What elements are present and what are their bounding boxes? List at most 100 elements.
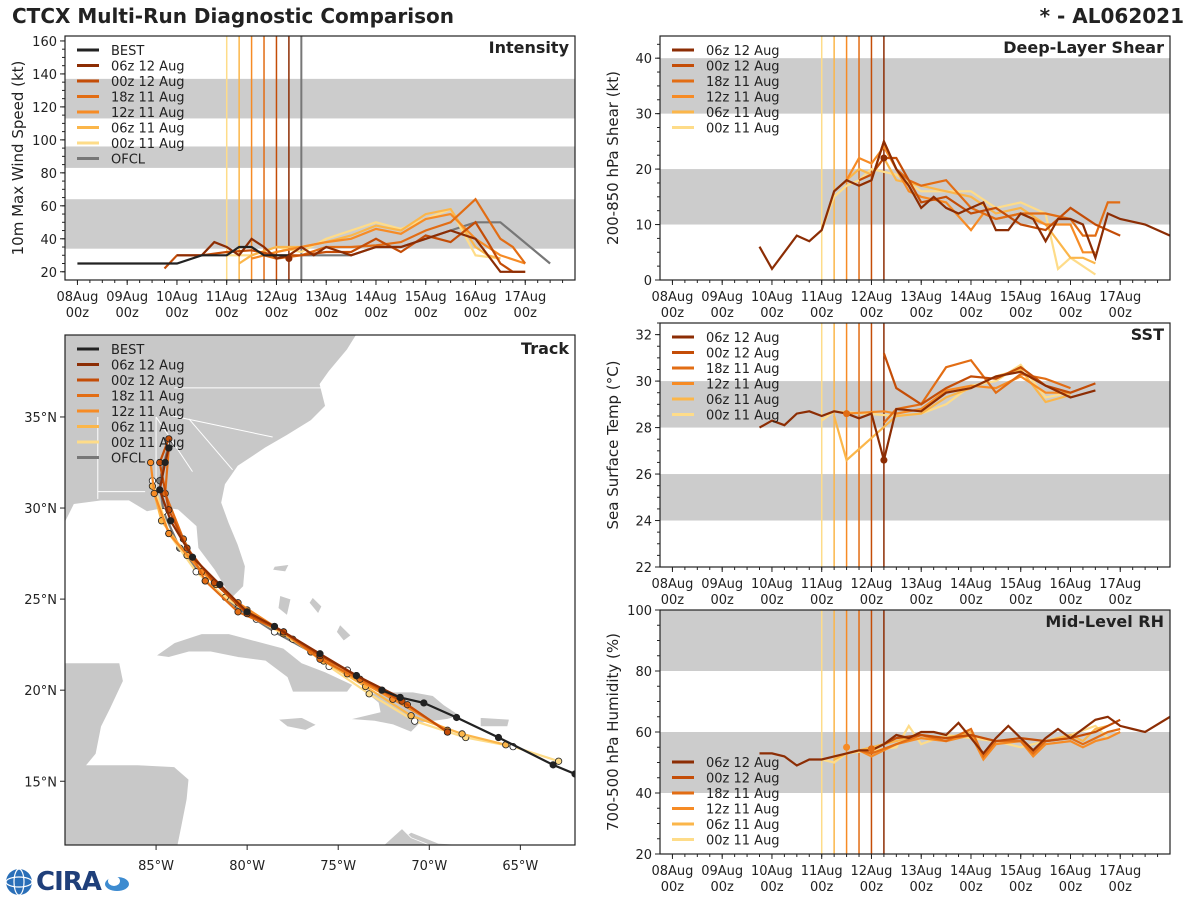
track-point bbox=[555, 757, 563, 765]
sst-legend-label: 18z 11 Aug bbox=[706, 362, 780, 377]
rh-init-marker bbox=[867, 745, 875, 753]
track-legend-label: 06z 11 Aug bbox=[111, 421, 185, 436]
track-frame bbox=[64, 334, 576, 846]
intensity-xtick-label: 15Aug bbox=[405, 290, 447, 305]
intensity-xtick-label: 11Aug bbox=[206, 290, 248, 305]
intensity-xtick-label: 00z bbox=[364, 306, 388, 321]
rh-title: Mid-Level RH bbox=[1045, 612, 1164, 631]
shear-legend-label: 06z 11 Aug bbox=[706, 106, 780, 121]
rh-xtick-label: 00z bbox=[760, 880, 784, 895]
sst-xtick-label: 14Aug bbox=[950, 577, 992, 592]
land-lesser-antilles bbox=[588, 811, 594, 817]
sst-series-18z-11-aug bbox=[883, 358, 1071, 424]
rh-xtick-label: 00z bbox=[860, 880, 884, 895]
sst-legend-label: 06z 11 Aug bbox=[706, 393, 780, 408]
intensity-series-00z-12-aug bbox=[163, 220, 526, 273]
land-bahamas bbox=[271, 564, 290, 573]
track-ytick-label: 35°N bbox=[24, 411, 57, 426]
sst-legend-label: 12z 11 Aug bbox=[706, 378, 780, 393]
track-point bbox=[365, 690, 373, 698]
intensity-xtick-label: 17Aug bbox=[504, 290, 546, 305]
rh-legend-label: 06z 11 Aug bbox=[706, 818, 780, 833]
intensity-xtick-label: 08Aug bbox=[56, 290, 98, 305]
rh-legend-label: 00z 11 Aug bbox=[706, 834, 780, 849]
land-lesser-antilles bbox=[590, 786, 596, 792]
sst-xtick-label: 11Aug bbox=[801, 577, 843, 592]
shear-xtick-label: 14Aug bbox=[950, 290, 992, 305]
track-legend-label: 12z 11 Aug bbox=[111, 405, 185, 420]
intensity-legend-label: 12z 11 Aug bbox=[111, 106, 185, 121]
intensity-xtick-label: 00z bbox=[464, 306, 488, 321]
track-point bbox=[458, 730, 466, 738]
intensity-xtick-label: 09Aug bbox=[106, 290, 148, 305]
track-point bbox=[216, 580, 224, 589]
track-point bbox=[243, 608, 251, 616]
shear-xtick-label: 00z bbox=[760, 306, 784, 321]
sst-xtick-label: 12Aug bbox=[850, 577, 892, 592]
track-point bbox=[165, 435, 173, 443]
track-point bbox=[378, 686, 386, 694]
shear-legend-label: 06z 12 Aug bbox=[706, 44, 780, 59]
track-legend-label: 06z 12 Aug bbox=[111, 359, 185, 374]
intensity-series-best bbox=[77, 245, 289, 265]
shear-xtick-label: 00z bbox=[711, 306, 735, 321]
shear-xtick-label: 11Aug bbox=[801, 290, 843, 305]
intensity-xtick-label: 10Aug bbox=[156, 290, 198, 305]
shear-band-1 bbox=[660, 58, 1170, 114]
rh-xtick-label: 00z bbox=[711, 880, 735, 895]
sst-series-00z-12-aug bbox=[882, 352, 1096, 406]
sst-ytick-label: 32 bbox=[635, 329, 652, 344]
intensity-ylabel: 10m Max Wind Speed (kt) bbox=[9, 61, 27, 256]
intensity-series-12z-11-aug bbox=[251, 212, 526, 265]
track-point bbox=[549, 761, 557, 769]
rh-xtick-label: 00z bbox=[959, 880, 983, 895]
sst-band-0 bbox=[660, 474, 1170, 521]
track-line bbox=[149, 462, 449, 732]
track-legend-label: OFCL bbox=[111, 452, 146, 467]
sst-xtick-label: 00z bbox=[661, 593, 685, 608]
track-legend-label: 18z 11 Aug bbox=[111, 390, 185, 405]
intensity-band-2 bbox=[65, 78, 575, 119]
shear-ytick-label: 30 bbox=[635, 108, 652, 123]
logo-text: CIRA bbox=[36, 867, 102, 897]
shear-xtick-label: 00z bbox=[810, 306, 834, 321]
sst-xtick-label: 00z bbox=[860, 593, 884, 608]
track-xtick-label: 80°W bbox=[229, 859, 265, 874]
shear-title: Deep-Layer Shear bbox=[1003, 38, 1164, 57]
rh-legend-label: 00z 12 Aug bbox=[706, 772, 780, 787]
sst-ytick-label: 24 bbox=[635, 515, 652, 530]
rh-xtick-label: 16Aug bbox=[1050, 864, 1092, 879]
intensity-xtick-label: 12Aug bbox=[255, 290, 297, 305]
shear-xtick-label: 16Aug bbox=[1050, 290, 1092, 305]
track-point bbox=[156, 486, 164, 494]
rh-xtick-label: 00z bbox=[1059, 880, 1083, 895]
track-xtick-label: 75°W bbox=[320, 859, 356, 874]
cloud-icon bbox=[104, 876, 129, 891]
track-point bbox=[234, 608, 242, 616]
intensity-ytick-label: 160 bbox=[32, 35, 57, 50]
track-title: Track bbox=[521, 339, 569, 358]
intensity-legend-label: 00z 11 Aug bbox=[111, 137, 185, 152]
intensity-xtick-label: 00z bbox=[315, 306, 339, 321]
shear-legend-label: 12z 11 Aug bbox=[706, 91, 780, 106]
land-cuba bbox=[155, 633, 354, 693]
cira-logo: CIRA bbox=[4, 866, 131, 898]
track-xtick-label: 70°W bbox=[411, 859, 447, 874]
rh-xtick-label: 12Aug bbox=[850, 864, 892, 879]
track-ytick-label: 30°N bbox=[24, 502, 57, 517]
track-point bbox=[165, 444, 173, 452]
rh-xtick-label: 17Aug bbox=[1099, 864, 1141, 879]
rh-legend-label: 06z 12 Aug bbox=[706, 756, 780, 771]
rh-legend-label: 18z 11 Aug bbox=[706, 787, 780, 802]
sst-xtick-label: 00z bbox=[760, 593, 784, 608]
track-legend-label: 00z 12 Aug bbox=[111, 374, 185, 389]
sst-chart: 22242628303208Aug00z09Aug00z10Aug00z11Au… bbox=[604, 322, 1171, 608]
intensity-ytick-label: 40 bbox=[40, 233, 57, 248]
shear-ylabel: 200-850 hPa Shear (kt) bbox=[604, 71, 622, 245]
sst-series-06z-12-aug bbox=[758, 370, 1096, 461]
track-point bbox=[150, 489, 158, 498]
rh-xtick-label: 00z bbox=[910, 880, 934, 895]
land-bahamas bbox=[277, 594, 292, 617]
track-xtick-label: 85°W bbox=[138, 859, 174, 874]
shear-xtick-label: 12Aug bbox=[850, 290, 892, 305]
